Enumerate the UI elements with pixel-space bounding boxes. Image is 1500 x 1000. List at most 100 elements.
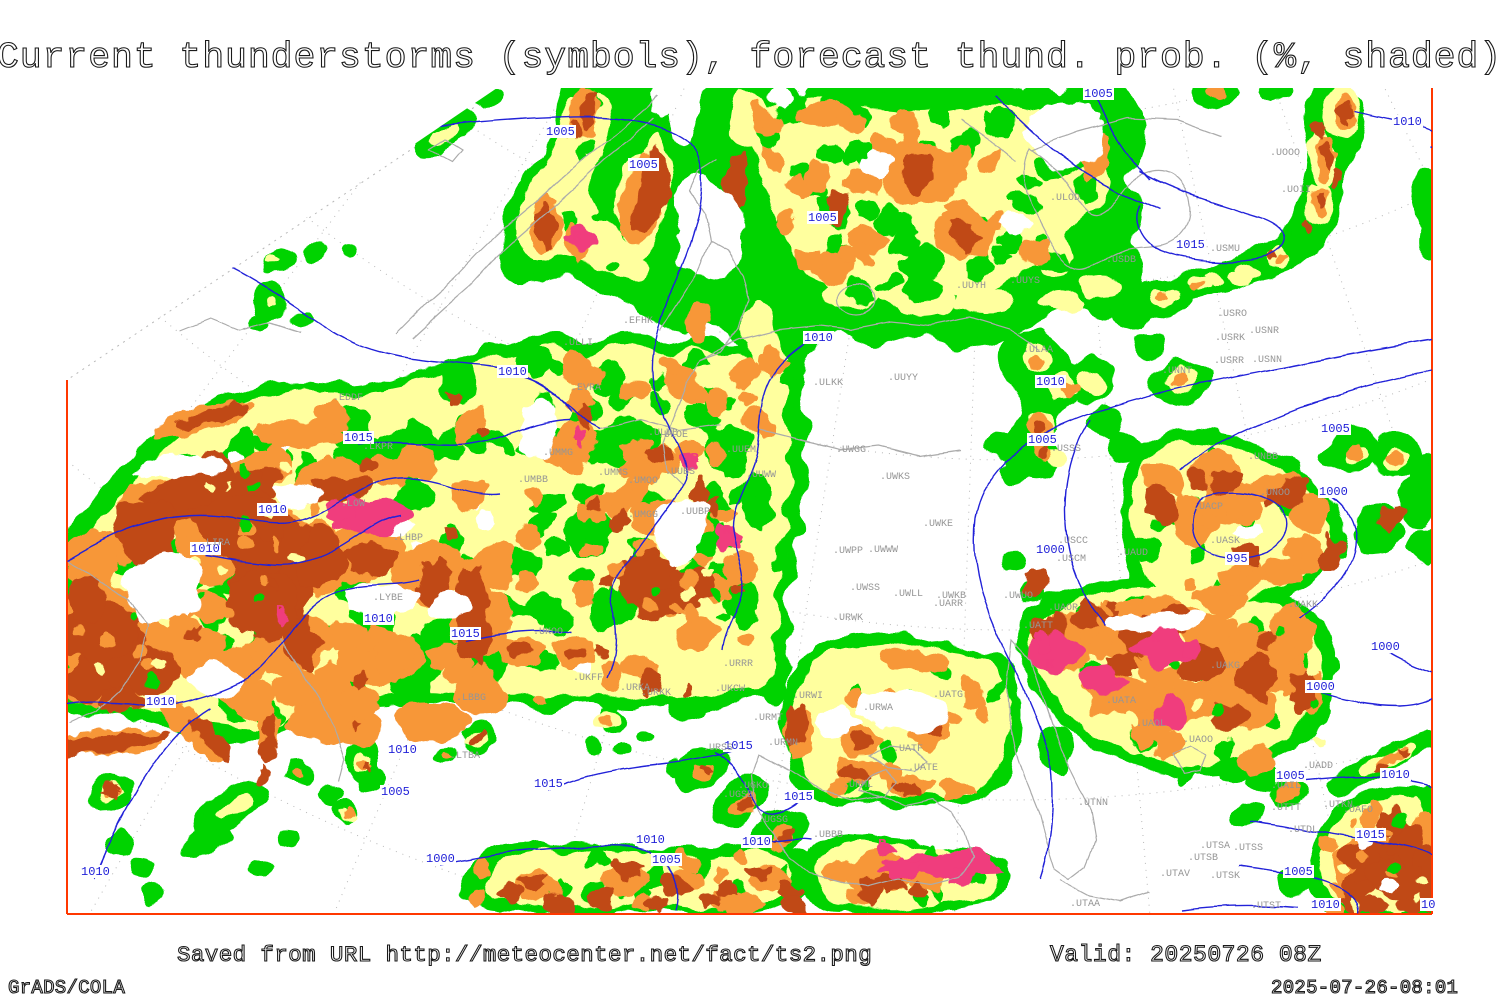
svg-text:995: 995 [1226,552,1248,566]
svg-text:Valid: 20250726 08Z: Valid: 20250726 08Z [1050,942,1322,968]
svg-text:1015: 1015 [724,739,753,753]
svg-text:.UNOO: .UNOO [1260,488,1290,499]
svg-text:.UMMG: .UMMG [543,448,573,459]
svg-text:.UWGG: .UWGG [836,445,866,456]
svg-text:.UMMS: .UMMS [598,468,628,479]
svg-text:.ULUB: .ULUB [648,428,678,439]
svg-text:.URMN: .URMN [768,738,798,749]
svg-text:.UUBS: .UUBS [665,467,695,478]
svg-text:K: K [1152,631,1161,647]
svg-text:R: R [878,837,887,853]
svg-text:1015: 1015 [784,790,813,804]
svg-text:.UKOO: .UKOO [533,627,563,638]
svg-text:1005: 1005 [381,785,410,799]
svg-text:.ULOD: .ULOD [1050,193,1080,204]
svg-text:.USRK: .USRK [1215,333,1245,344]
svg-text:1010: 1010 [146,695,175,709]
svg-text:.UOII: .UOII [1281,185,1311,196]
svg-text:1000: 1000 [1371,640,1400,654]
svg-text:1000: 1000 [426,852,455,866]
svg-text:.UUYH: .UUYH [956,281,986,292]
svg-text:.URWK: .URWK [833,613,863,624]
svg-text:.EVRA: .EVRA [571,383,601,394]
svg-text:.UTAV: .UTAV [1160,869,1190,880]
svg-text:.UWKE: .UWKE [923,519,953,530]
svg-text:.UASK: .UASK [1210,536,1240,547]
svg-text:1015: 1015 [1356,828,1385,842]
svg-text:.USNN: .USNN [1252,355,1282,366]
svg-text:.URML: .URML [843,780,873,791]
svg-text:.UAUD: .UAUD [1118,548,1148,559]
svg-text:.USCM: .USCM [1056,554,1086,565]
svg-text:.UACP: .UACP [1193,502,1223,513]
svg-text:1005: 1005 [629,158,658,172]
svg-text:1010: 1010 [1381,768,1410,782]
svg-text:.UGSG: .UGSG [758,815,788,826]
svg-text:.UWWW: .UWWW [868,545,898,556]
svg-text:1000: 1000 [1319,485,1348,499]
svg-text:.UTSB: .UTSB [1188,853,1218,864]
svg-text:.UATE: .UATE [908,763,938,774]
svg-text:.UAIL: .UAIL [1271,781,1301,792]
svg-text:R: R [276,603,285,619]
svg-text:.URWA: .URWA [863,703,893,714]
svg-text:.URKA: .URKA [620,683,650,694]
svg-text:1010: 1010 [742,835,771,849]
svg-text:.ULOE: .ULOE [658,430,688,441]
svg-text:1015: 1015 [344,431,373,445]
svg-text:1010: 1010 [81,865,110,879]
svg-text:R: R [723,523,732,539]
svg-text:.UOOO: .UOOO [1270,148,1300,159]
svg-text:.UADD: .UADD [1303,761,1333,772]
svg-text:1005: 1005 [1284,865,1313,879]
svg-text:Current thunderstorms (symbols: Current thunderstorms (symbols), forecas… [0,37,1500,78]
svg-text:.UATT: .UATT [1023,621,1053,632]
svg-text:.UNNT: .UNNT [1162,366,1192,377]
svg-text:.USRO: .USRO [1217,309,1247,320]
svg-text:1015: 1015 [534,777,563,791]
svg-text:10: 10 [1421,898,1435,912]
svg-text:.UTNN: .UTNN [1078,798,1108,809]
svg-text:1005: 1005 [1321,422,1350,436]
svg-text:.ULLI: .ULLI [563,338,593,349]
svg-text:.UUWW: .UUWW [746,470,776,481]
svg-text:.UWPP: .UWPP [833,546,863,557]
svg-text:.EFHK: .EFHK [623,316,653,327]
svg-text:1005: 1005 [1084,87,1113,101]
svg-text:.URMT: .URMT [753,713,783,724]
svg-text:.UNBB: .UNBB [1248,452,1278,463]
svg-text:.EDDF: .EDDF [333,393,363,404]
svg-text:1000: 1000 [1036,543,1065,557]
svg-text:1000: 1000 [1306,680,1335,694]
svg-text:.UUYY: .UUYY [888,373,918,384]
svg-text:.UTSK: .UTSK [1210,871,1240,882]
svg-text:.UAKG: .UAKG [1210,661,1240,672]
svg-text:.UTKN: .UTKN [1323,800,1353,811]
svg-text:.USRR: .USRR [1214,356,1244,367]
svg-text:.UUEM: .UUEM [726,445,756,456]
svg-text:.UTSS: .UTSS [1233,843,1263,854]
svg-text:.LTBA: .LTBA [450,751,480,762]
svg-text:.UGSB: .UGSB [723,790,753,801]
svg-text:1010: 1010 [258,503,287,517]
svg-text:.LIRA: .LIRA [200,538,230,549]
svg-text:.UWSS: .UWSS [850,583,880,594]
svg-text:.URRR: .URRR [723,659,753,670]
svg-text:.USSS: .USSS [1051,444,1081,455]
svg-text:K: K [1034,630,1043,646]
svg-text:.UAOR: .UAOR [1048,603,1078,614]
svg-text:.UWKS: .UWKS [880,472,910,483]
svg-text:1005: 1005 [808,211,837,225]
svg-text:.UKCW: .UKCW [715,684,745,695]
svg-text:.UTSA: .UTSA [1200,841,1230,852]
svg-text:1010: 1010 [191,542,220,556]
svg-text:.LYBE: .LYBE [373,593,403,604]
svg-text:.LKPR: .LKPR [363,442,393,453]
svg-text:.UTDL: .UTDL [1288,825,1318,836]
svg-text:.UTTT: .UTTT [1271,803,1301,814]
svg-text:.UATF: .UATF [893,744,923,755]
svg-text:2025-07-26-08:01: 2025-07-26-08:01 [1271,977,1458,999]
svg-text:1010: 1010 [804,331,833,345]
svg-text:.UMBB: .UMBB [518,475,548,486]
svg-text:.UAOO: .UAOO [1183,735,1213,746]
